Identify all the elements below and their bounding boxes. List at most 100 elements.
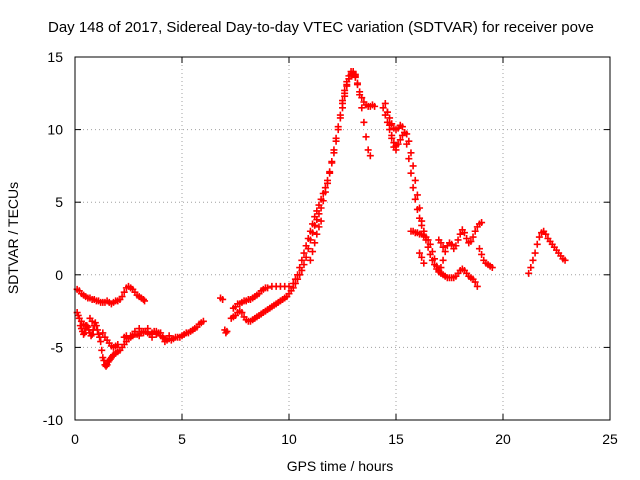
data-point [394, 140, 402, 148]
data-point [362, 133, 370, 141]
data-point [383, 118, 391, 126]
data-point [223, 327, 231, 335]
data-point [309, 248, 317, 256]
y-tick-label: 10 [47, 122, 63, 138]
data-point [364, 146, 372, 154]
data-point [341, 86, 349, 94]
data-point [428, 248, 436, 256]
data-point [328, 158, 336, 166]
data-point [413, 191, 421, 199]
y-tick-label: -5 [51, 339, 64, 355]
y-tick-label: 0 [55, 267, 63, 283]
data-point [360, 118, 368, 126]
data-point [416, 214, 424, 222]
data-point [306, 256, 314, 264]
data-point [437, 264, 445, 272]
data-point [306, 227, 314, 235]
data-point [300, 261, 308, 269]
data-point [426, 240, 434, 248]
data-point [199, 317, 207, 325]
data-point [381, 99, 389, 107]
plot-frame [74, 56, 611, 421]
data-point [478, 219, 486, 227]
data-point [98, 346, 106, 354]
data-point [456, 230, 464, 238]
x-tick-label: 20 [495, 431, 511, 447]
data-point [139, 295, 147, 303]
data-point [392, 146, 400, 154]
data-point [139, 329, 147, 337]
data-point [401, 129, 409, 137]
data-point [219, 295, 227, 303]
data-point [302, 253, 310, 261]
data-point [469, 233, 477, 241]
data-point [441, 248, 449, 256]
data-point [533, 240, 541, 248]
data-point [114, 340, 122, 348]
data-point [238, 309, 246, 317]
data-point [437, 239, 445, 247]
data-point [388, 120, 396, 128]
data-point [88, 330, 96, 338]
data-point [405, 155, 413, 163]
data-point [488, 264, 496, 272]
data-point [144, 325, 152, 333]
data-point [141, 297, 149, 305]
data-point [396, 136, 404, 144]
data-point [80, 330, 88, 338]
data-point [339, 97, 346, 105]
data-point [420, 259, 428, 267]
data-point [358, 104, 366, 112]
data-point [152, 330, 160, 338]
data-point [118, 293, 126, 301]
chart-title: Day 148 of 2017, Sidereal Day-to-day VTE… [48, 19, 594, 36]
data-point [398, 123, 406, 131]
data-point [161, 338, 169, 346]
data-point [386, 114, 394, 122]
data-point [135, 325, 143, 333]
data-point [475, 245, 483, 253]
data-point [336, 111, 344, 119]
data-point [315, 223, 323, 231]
data-point [302, 242, 310, 250]
data-point [127, 332, 135, 340]
data-point [478, 250, 486, 258]
data-point [296, 264, 304, 272]
y-tick-label: -10 [43, 412, 63, 428]
data-point [315, 201, 323, 209]
data-point [561, 256, 569, 264]
data-point [313, 230, 321, 238]
data-point [330, 146, 338, 154]
data-point [411, 195, 419, 203]
data-point [424, 236, 432, 244]
data-point [388, 134, 396, 142]
data-point [319, 189, 327, 197]
data-point [448, 240, 456, 248]
data-point [317, 217, 325, 225]
data-point [313, 207, 321, 215]
data-point [463, 235, 471, 242]
data-point [92, 322, 100, 330]
data-point [467, 237, 475, 245]
x-tick-label: 0 [71, 431, 79, 447]
data-point [120, 288, 128, 296]
x-tick-label: 15 [388, 431, 404, 447]
x-tick-label: 10 [281, 431, 297, 447]
y-axis-label: SDTVAR / TECUs [5, 182, 21, 294]
data-point [157, 329, 165, 337]
data-point [413, 205, 421, 213]
y-tick-label: 15 [47, 49, 63, 65]
data-point [407, 149, 415, 157]
data-point [542, 230, 550, 238]
data-point [371, 102, 379, 110]
data-point [88, 317, 96, 325]
data-point [326, 168, 334, 176]
data-point [317, 195, 325, 203]
data-point [294, 271, 302, 279]
data-point [416, 249, 424, 257]
data-point [452, 242, 460, 250]
data-point [165, 332, 173, 340]
data-point [379, 104, 387, 112]
data-point [298, 256, 306, 264]
